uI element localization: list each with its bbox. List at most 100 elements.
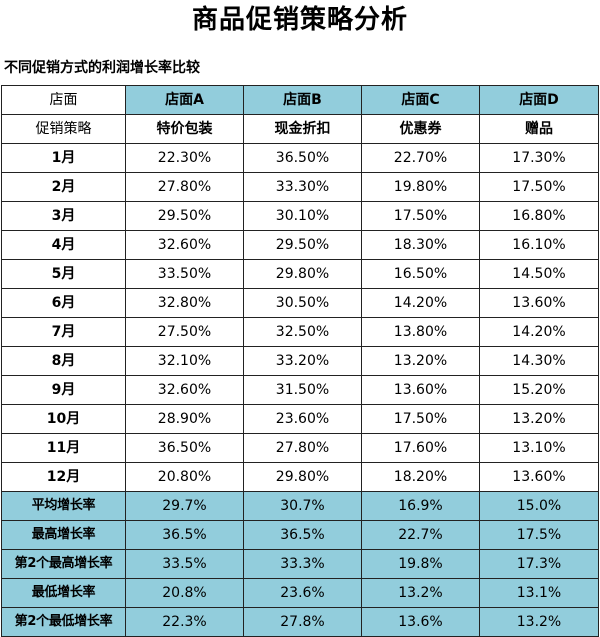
summary-row: 平均增长率 29.7% 30.7% 16.9% 15.0% xyxy=(1,491,599,521)
store-row-label: 店面 xyxy=(1,85,126,115)
store-header-c: 店面C xyxy=(361,85,480,115)
rate-cell: 13.1% xyxy=(479,578,599,608)
rate-cell: 32.50% xyxy=(243,317,362,347)
month-label: 4月 xyxy=(1,230,126,260)
rate-cell: 36.5% xyxy=(243,520,362,550)
rate-cell: 22.7% xyxy=(361,520,480,550)
rate-cell: 29.50% xyxy=(125,201,244,231)
rate-cell: 22.70% xyxy=(361,143,480,173)
rate-cell: 20.8% xyxy=(125,578,244,608)
rate-cell: 13.20% xyxy=(479,404,599,434)
rate-cell: 27.80% xyxy=(243,433,362,463)
rate-cell: 13.2% xyxy=(361,578,480,608)
rate-cell: 16.10% xyxy=(479,230,599,260)
rate-cell: 13.20% xyxy=(361,346,480,376)
rate-cell: 16.9% xyxy=(361,491,480,521)
month-label: 6月 xyxy=(1,288,126,318)
month-label: 10月 xyxy=(1,404,126,434)
rate-cell: 33.20% xyxy=(243,346,362,376)
rate-cell: 30.10% xyxy=(243,201,362,231)
rate-cell: 13.10% xyxy=(479,433,599,463)
summary-label: 最低增长率 xyxy=(1,578,126,608)
rate-cell: 32.80% xyxy=(125,288,244,318)
rate-cell: 33.3% xyxy=(243,549,362,579)
rate-cell: 30.50% xyxy=(243,288,362,318)
month-row: 12月 20.80% 29.80% 18.20% 13.60% xyxy=(1,462,599,492)
rate-cell: 13.60% xyxy=(479,288,599,318)
rate-cell: 16.80% xyxy=(479,201,599,231)
rate-cell: 23.60% xyxy=(243,404,362,434)
rate-cell: 33.30% xyxy=(243,172,362,202)
rate-cell: 27.50% xyxy=(125,317,244,347)
rate-cell: 13.60% xyxy=(479,462,599,492)
month-row: 7月 27.50% 32.50% 13.80% 14.20% xyxy=(1,317,599,347)
summary-label: 第2个最高增长率 xyxy=(1,549,126,579)
rate-cell: 15.20% xyxy=(479,375,599,405)
month-label: 11月 xyxy=(1,433,126,463)
rate-cell: 22.3% xyxy=(125,607,244,637)
rate-cell: 17.5% xyxy=(479,520,599,550)
rate-cell: 33.50% xyxy=(125,259,244,289)
store-header-b: 店面B xyxy=(243,85,362,115)
month-row: 2月 27.80% 33.30% 19.80% 17.50% xyxy=(1,172,599,202)
month-row: 1月 22.30% 36.50% 22.70% 17.30% xyxy=(1,143,599,173)
rate-cell: 17.3% xyxy=(479,549,599,579)
rate-cell: 27.8% xyxy=(243,607,362,637)
rate-cell: 29.50% xyxy=(243,230,362,260)
rate-cell: 14.30% xyxy=(479,346,599,376)
strategy-header-a: 特价包装 xyxy=(125,114,244,144)
rate-cell: 22.30% xyxy=(125,143,244,173)
rate-cell: 16.50% xyxy=(361,259,480,289)
month-label: 7月 xyxy=(1,317,126,347)
month-row: 10月 28.90% 23.60% 17.50% 13.20% xyxy=(1,404,599,434)
summary-row: 第2个最低增长率 22.3% 27.8% 13.6% 13.2% xyxy=(1,607,599,637)
month-label: 2月 xyxy=(1,172,126,202)
month-row: 3月 29.50% 30.10% 17.50% 16.80% xyxy=(1,201,599,231)
rate-cell: 36.50% xyxy=(243,143,362,173)
month-label: 8月 xyxy=(1,346,126,376)
month-label: 1月 xyxy=(1,143,126,173)
rate-cell: 23.6% xyxy=(243,578,362,608)
rate-cell: 18.20% xyxy=(361,462,480,492)
summary-label: 最高增长率 xyxy=(1,520,126,550)
store-header-d: 店面D xyxy=(479,85,599,115)
rate-cell: 32.60% xyxy=(125,375,244,405)
rate-cell: 14.50% xyxy=(479,259,599,289)
rate-cell: 36.50% xyxy=(125,433,244,463)
rate-cell: 17.50% xyxy=(361,201,480,231)
page-title: 商品促销策略分析 xyxy=(191,5,408,35)
month-row: 5月 33.50% 29.80% 16.50% 14.50% xyxy=(1,259,599,289)
strategy-header-row: 促销策略 特价包装 现金折扣 优惠券 赠品 xyxy=(1,114,599,144)
store-header-a: 店面A xyxy=(125,85,244,115)
rate-cell: 29.80% xyxy=(243,259,362,289)
strategy-header-c: 优惠券 xyxy=(361,114,480,144)
rate-cell: 15.0% xyxy=(479,491,599,521)
summary-row: 最低增长率 20.8% 23.6% 13.2% 13.1% xyxy=(1,578,599,608)
rate-cell: 13.6% xyxy=(361,607,480,637)
summary-row: 最高增长率 36.5% 36.5% 22.7% 17.5% xyxy=(1,520,599,550)
month-label: 3月 xyxy=(1,201,126,231)
growth-rate-table: 店面 店面A 店面B 店面C 店面D 促销策略 特价包装 现金折扣 优惠券 赠品… xyxy=(1,85,599,637)
rate-cell: 19.8% xyxy=(361,549,480,579)
rate-cell: 36.5% xyxy=(125,520,244,550)
rate-cell: 17.50% xyxy=(479,172,599,202)
summary-label: 平均增长率 xyxy=(1,491,126,521)
store-header-row: 店面 店面A 店面B 店面C 店面D xyxy=(1,85,599,115)
rate-cell: 20.80% xyxy=(125,462,244,492)
strategy-row-label: 促销策略 xyxy=(1,114,126,144)
rate-cell: 13.60% xyxy=(361,375,480,405)
summary-row: 第2个最高增长率 33.5% 33.3% 19.8% 17.3% xyxy=(1,549,599,579)
rate-cell: 27.80% xyxy=(125,172,244,202)
month-label: 9月 xyxy=(1,375,126,405)
rate-cell: 33.5% xyxy=(125,549,244,579)
rate-cell: 28.90% xyxy=(125,404,244,434)
rate-cell: 17.50% xyxy=(361,404,480,434)
table-subtitle: 不同促销方式的利润增长率比较 xyxy=(4,60,200,76)
strategy-header-d: 赠品 xyxy=(479,114,599,144)
rate-cell: 32.10% xyxy=(125,346,244,376)
rate-cell: 13.2% xyxy=(479,607,599,637)
strategy-header-b: 现金折扣 xyxy=(243,114,362,144)
rate-cell: 29.80% xyxy=(243,462,362,492)
rate-cell: 14.20% xyxy=(361,288,480,318)
rate-cell: 32.60% xyxy=(125,230,244,260)
